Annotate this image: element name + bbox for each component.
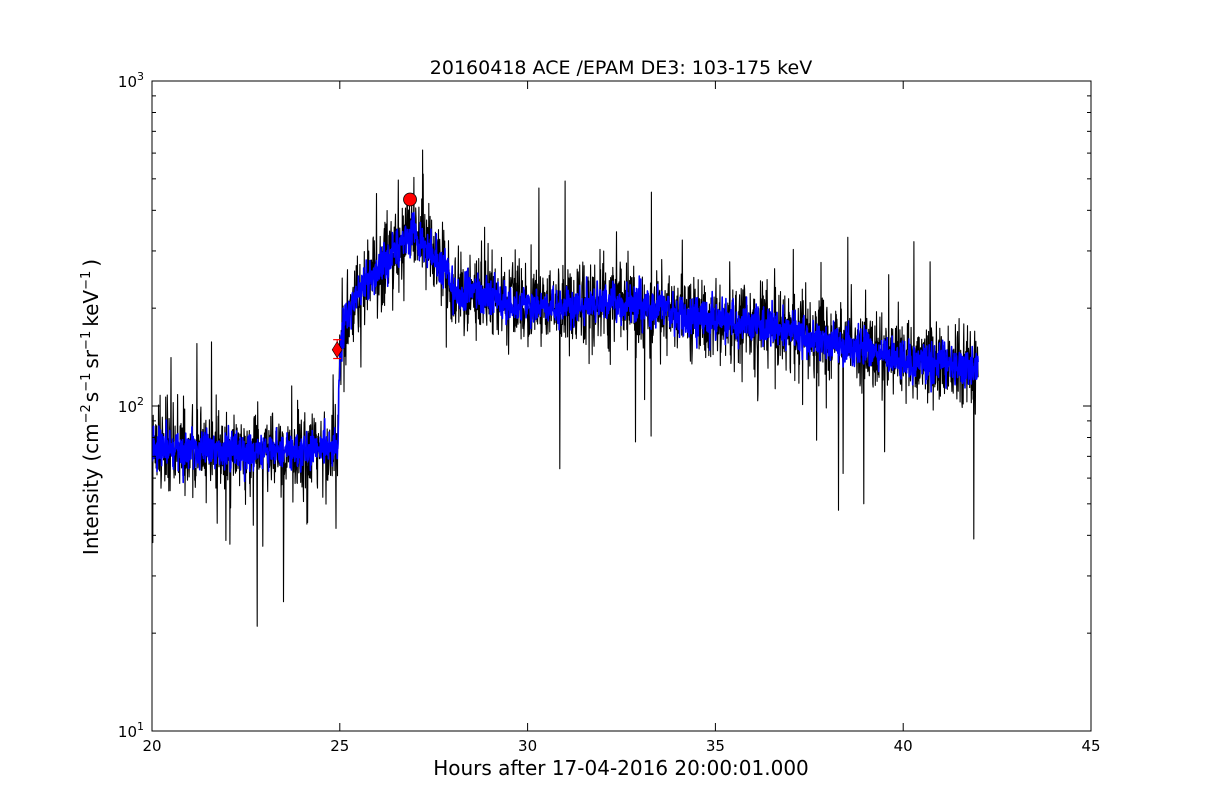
y-axis: 101 102 103 xyxy=(118,70,1091,741)
marker-layer xyxy=(331,192,417,360)
y-axis-label-prefix: Intensity (cm xyxy=(79,423,103,555)
y-axis-label-exp2: −1 xyxy=(79,373,94,392)
plot-background xyxy=(152,81,1091,731)
x-tick-label: 40 xyxy=(894,737,913,755)
x-axis-label: Hours after 17-04-2016 20:00:01.000 xyxy=(433,756,809,780)
y-axis-label-exp4: −1 xyxy=(79,271,94,290)
peak-marker xyxy=(403,192,417,207)
y-axis-label-exp3: −1 xyxy=(79,331,94,350)
y-axis-label-suffix: ) xyxy=(79,259,103,267)
plot-area xyxy=(151,80,1092,732)
x-tick-label: 20 xyxy=(142,737,161,755)
x-tick-label: 45 xyxy=(1081,737,1100,755)
chart-title: 20160418 ACE /EPAM DE3: 103-175 keV xyxy=(430,57,812,79)
y-axis-label-mid3: keV xyxy=(79,290,103,327)
x-tick-label: 25 xyxy=(330,737,349,755)
series-line-smoothed xyxy=(152,211,979,484)
y-axis-label-exp1: −2 xyxy=(79,404,94,423)
y-axis-label: Intensity (cm−2s−1sr−1keV−1) xyxy=(79,259,103,555)
y-axis-label-mid2: sr xyxy=(79,349,103,368)
x-axis: 20 25 30 35 40 45 xyxy=(142,81,1101,755)
y-tick-label: 103 xyxy=(118,70,144,91)
onset-marker xyxy=(331,341,343,359)
y-tick-label: 102 xyxy=(118,395,144,416)
series-line-raw xyxy=(152,149,979,627)
x-tick-label: 35 xyxy=(706,737,725,755)
x-tick-label: 30 xyxy=(518,737,537,755)
y-axis-label-mid1: s xyxy=(79,392,103,402)
y-tick-label: 101 xyxy=(118,720,144,741)
series-layer xyxy=(152,149,979,627)
